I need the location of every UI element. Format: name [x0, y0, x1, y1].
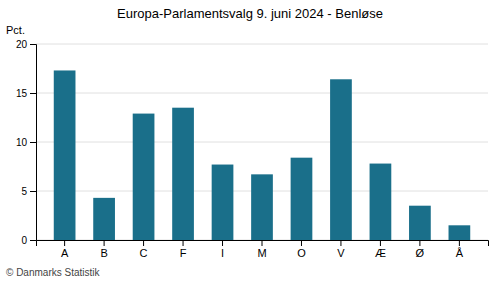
grid	[36, 44, 488, 240]
x-tick-mark	[104, 240, 105, 246]
x-tick-label: I	[221, 247, 224, 259]
y-tick: 0	[21, 235, 36, 246]
title: Europa-Parlamentsvalg 9. juni 2024 - Ben…	[117, 6, 383, 21]
bar	[93, 198, 115, 240]
x-tick-mark	[262, 240, 263, 246]
x-tick-mark	[143, 240, 144, 246]
x-tick-mark	[222, 240, 223, 246]
y-tick-label: 15	[16, 88, 28, 99]
bar	[212, 165, 234, 240]
x-tick-label: C	[140, 247, 148, 259]
y-tick-mark	[30, 93, 36, 94]
x-tick-label: M	[257, 247, 266, 259]
bar	[133, 114, 155, 240]
x-tick: Æ	[375, 240, 386, 259]
x-tick-label: F	[180, 247, 187, 259]
x-tick-mark	[380, 240, 381, 246]
x-tick-label: O	[297, 247, 306, 259]
y-tick: 20	[16, 39, 36, 50]
bar	[449, 225, 471, 240]
y-axis-label: Pct.	[6, 24, 25, 36]
x-tick-mark	[301, 240, 302, 246]
x-tick-label: A	[61, 247, 69, 259]
bars	[54, 70, 470, 240]
bar	[291, 158, 313, 240]
y-tick-label: 10	[16, 137, 28, 148]
y-tick-mark	[30, 240, 36, 241]
x-tick-mark	[64, 240, 65, 246]
plot: 0 5 10 15 20 A B C F I M O V Æ Ø Å	[16, 39, 489, 259]
bar	[172, 108, 194, 240]
x-tick: F	[180, 240, 187, 259]
bar	[251, 174, 273, 240]
x-tick-mark	[419, 240, 420, 246]
x-tick-label: V	[337, 247, 345, 259]
x-tick: I	[221, 240, 224, 259]
x-tick: M	[257, 240, 266, 259]
y-tick: 15	[16, 88, 36, 99]
y-tick-label: 20	[16, 39, 28, 50]
x-tick: Å	[456, 240, 464, 259]
x-tick: C	[140, 240, 148, 259]
x-tick: B	[100, 240, 107, 259]
y-tick-label: 0	[21, 235, 27, 246]
y-axis: 0 5 10 15 20	[16, 39, 37, 246]
x-tick: A	[61, 240, 69, 259]
x-tick: Ø	[416, 240, 425, 259]
y-tick: 5	[21, 186, 36, 197]
y-tick-mark	[30, 44, 36, 45]
x-tick-mark	[459, 240, 460, 246]
x-axis: ABCFIMOVÆØÅ	[37, 240, 489, 259]
bar	[370, 164, 392, 240]
x-axis-line	[37, 241, 489, 247]
y-tick-label: 5	[21, 186, 27, 197]
grid-line	[36, 44, 488, 45]
y-axis-line	[30, 45, 37, 241]
bar	[330, 79, 352, 240]
y-tick-mark	[30, 142, 36, 143]
x-tick: O	[297, 240, 306, 259]
x-tick-mark	[340, 240, 341, 246]
bar	[409, 206, 431, 240]
x-tick-label: Å	[456, 247, 464, 259]
y-tick: 10	[16, 137, 36, 148]
bar	[54, 70, 76, 240]
chart: Europa-Parlamentsvalg 9. juni 2024 - Ben…	[0, 0, 500, 282]
x-tick: V	[337, 240, 345, 259]
grid-line	[36, 93, 488, 94]
x-tick-label: Ø	[416, 247, 425, 259]
x-tick-label: B	[100, 247, 107, 259]
y-tick-mark	[30, 191, 36, 192]
grid-line	[36, 142, 488, 143]
x-tick-label: Æ	[375, 247, 386, 259]
x-tick-mark	[183, 240, 184, 246]
annotation: © Danmarks Statistik	[6, 267, 101, 278]
